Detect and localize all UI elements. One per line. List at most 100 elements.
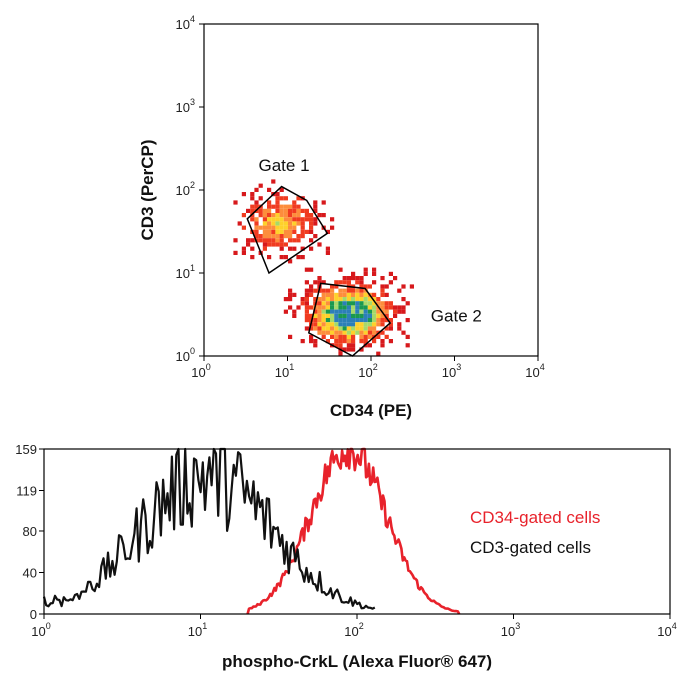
density-cell — [367, 301, 372, 306]
density-cell — [380, 305, 385, 310]
density-cell — [241, 246, 246, 251]
density-cell — [250, 217, 255, 222]
density-cell — [288, 334, 293, 339]
density-cell — [330, 305, 335, 310]
density-cell — [380, 292, 385, 297]
density-cell — [334, 330, 339, 335]
density-cell — [397, 322, 402, 327]
density-cell — [346, 313, 351, 318]
density-cell — [288, 213, 293, 218]
density-cell — [304, 213, 309, 218]
density-cell — [363, 339, 368, 344]
density-cell — [304, 313, 309, 318]
density-cell — [355, 322, 360, 327]
density-cell — [334, 280, 339, 285]
density-cell — [250, 192, 255, 197]
density-cell — [393, 309, 398, 314]
density-cell — [346, 330, 351, 335]
density-cell — [304, 217, 309, 222]
density-cell — [279, 234, 284, 239]
density-cell — [334, 305, 339, 310]
density-cell — [275, 192, 280, 197]
density-cell — [355, 309, 360, 314]
density-cell — [338, 280, 343, 285]
density-cell — [304, 208, 309, 213]
histogram-x-axis-title: phospho-CrkL (Alexa Fluor® 647) — [222, 652, 492, 671]
density-cell — [330, 334, 335, 339]
density-cell — [355, 288, 360, 293]
density-cell — [296, 255, 301, 260]
density-cell — [304, 301, 309, 306]
density-cell — [288, 204, 293, 209]
density-cell — [330, 301, 335, 306]
density-cell — [250, 204, 255, 209]
density-cell — [351, 318, 356, 323]
density-cell — [346, 297, 351, 302]
density-cell — [359, 322, 364, 327]
density-cell — [271, 221, 276, 226]
density-cell — [330, 309, 335, 314]
series-line-1 — [246, 447, 461, 615]
density-cell — [271, 179, 276, 184]
density-cell — [321, 318, 326, 323]
density-cell — [237, 221, 242, 226]
density-cell — [355, 297, 360, 302]
density-cell — [321, 305, 326, 310]
density-cell — [262, 221, 267, 226]
density-cell — [233, 238, 238, 243]
density-cell — [309, 267, 314, 272]
density-cell — [313, 217, 318, 222]
density-cell — [262, 213, 267, 218]
density-cell — [304, 326, 309, 331]
density-cell — [393, 313, 398, 318]
density-cell — [317, 318, 322, 323]
density-cell — [279, 246, 284, 251]
density-cell — [288, 208, 293, 213]
histogram-y-ticks: 0 40 80 119 159 — [15, 442, 44, 622]
y-tick-label: 40 — [23, 565, 37, 580]
density-cell — [359, 339, 364, 344]
density-cell — [338, 326, 343, 331]
density-cell — [313, 322, 318, 327]
density-cell — [330, 330, 335, 335]
density-cell — [351, 330, 356, 335]
density-cell — [359, 288, 364, 293]
gate-2-polygon — [307, 282, 392, 357]
density-cell — [292, 225, 297, 230]
density-cell — [330, 225, 335, 230]
density-cell — [258, 234, 263, 239]
density-cell — [267, 221, 272, 226]
density-cell — [372, 322, 377, 327]
density-cell — [254, 204, 259, 209]
density-cell — [241, 225, 246, 230]
histogram-series — [42, 447, 461, 615]
density-cell — [346, 343, 351, 348]
density-cell — [258, 208, 263, 213]
gates: Gate 1 Gate 2 — [246, 156, 482, 357]
density-cell — [346, 326, 351, 331]
density-cell — [338, 288, 343, 293]
density-cell — [359, 305, 364, 310]
density-cell — [271, 213, 276, 218]
density-cell — [258, 238, 263, 243]
density-cell — [292, 213, 297, 218]
density-cell — [380, 288, 385, 293]
density-cell — [262, 238, 267, 243]
density-cell — [367, 297, 372, 302]
density-cell — [279, 217, 284, 222]
density-cell — [233, 200, 238, 205]
density-cell — [384, 318, 389, 323]
histogram-x-ticks: 100 101 102 103 104 — [31, 614, 677, 639]
x-tick-label: 101 — [275, 362, 294, 380]
density-cell — [271, 238, 276, 243]
density-cell — [279, 229, 284, 234]
density-cell — [397, 288, 402, 293]
density-cell — [304, 288, 309, 293]
density-cell — [346, 347, 351, 352]
density-cell — [351, 343, 356, 348]
density-cell — [372, 301, 377, 306]
density-cell — [292, 204, 297, 209]
density-cell — [330, 322, 335, 327]
density-cell — [384, 292, 389, 297]
density-cell — [262, 208, 267, 213]
